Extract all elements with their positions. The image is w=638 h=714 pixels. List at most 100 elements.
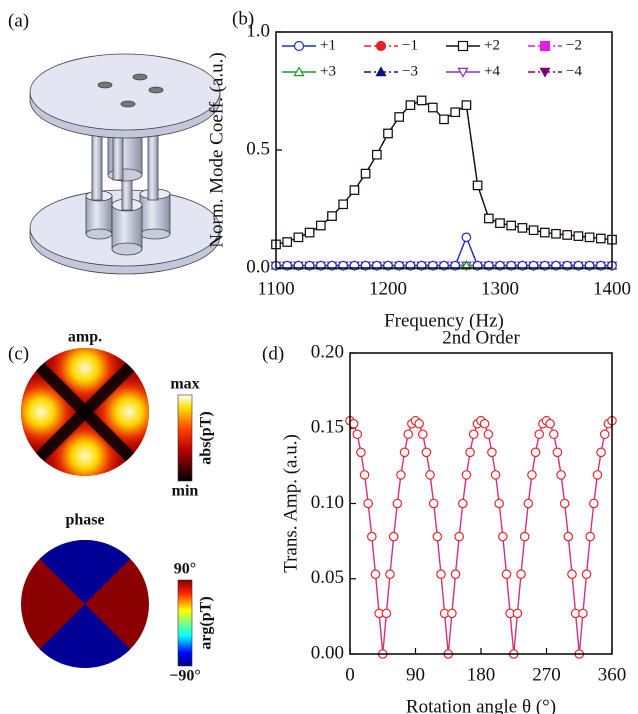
x-tick-label: 1200 — [369, 278, 407, 299]
marker — [429, 499, 437, 507]
marker — [473, 181, 481, 189]
x-tick-label: 0 — [345, 664, 355, 685]
phase-map — [20, 539, 150, 669]
colorbar-max: 90° — [174, 561, 196, 578]
marker — [317, 221, 325, 229]
marker — [283, 238, 291, 246]
marker — [529, 226, 537, 234]
y-tick-label: 0.10 — [311, 492, 344, 513]
colorbar — [178, 580, 192, 666]
marker — [550, 430, 558, 438]
marker — [415, 420, 423, 428]
marker — [513, 609, 521, 617]
marker — [389, 532, 397, 540]
marker — [357, 448, 365, 456]
x-tick-label: 270 — [532, 664, 561, 685]
marker — [488, 448, 496, 456]
marker — [404, 430, 412, 438]
marker — [462, 233, 470, 241]
marker — [597, 448, 605, 456]
legend-marker — [377, 42, 386, 51]
marker — [568, 570, 576, 578]
colorbar-min: min — [172, 483, 199, 500]
marker — [466, 448, 474, 456]
marker — [305, 228, 313, 236]
x-tick-label: 360 — [598, 664, 627, 685]
colorbar-max: max — [170, 376, 199, 393]
marker — [586, 532, 594, 540]
legend-label: +2 — [484, 37, 500, 53]
marker — [371, 570, 379, 578]
map-title: amp. — [68, 329, 102, 346]
legend-label: −3 — [402, 63, 418, 79]
legend-label: +4 — [484, 63, 500, 79]
marker — [393, 499, 401, 507]
marker — [517, 570, 525, 578]
marker — [294, 233, 302, 241]
legend-marker — [541, 42, 550, 51]
marker — [433, 532, 441, 540]
marker — [440, 115, 448, 123]
marker — [484, 430, 492, 438]
marker — [528, 471, 536, 479]
colorbar-min: −90° — [169, 668, 201, 685]
legend-marker — [295, 42, 304, 51]
marker — [541, 228, 549, 236]
marker — [462, 471, 470, 479]
legend-marker — [459, 42, 468, 51]
marker — [455, 532, 463, 540]
marker — [406, 101, 414, 109]
marker — [524, 499, 532, 507]
marker — [535, 430, 543, 438]
marker — [507, 221, 515, 229]
marker — [426, 471, 434, 479]
marker — [400, 448, 408, 456]
marker — [417, 96, 425, 104]
marker — [384, 129, 392, 137]
structure-illustration — [30, 54, 220, 274]
marker — [597, 234, 605, 242]
y-tick-label: 0.5 — [246, 138, 270, 159]
x-tick-label: 1400 — [593, 278, 631, 299]
marker — [496, 219, 504, 227]
marker — [361, 169, 369, 177]
marker — [353, 430, 361, 438]
marker — [495, 499, 503, 507]
marker — [419, 430, 427, 438]
marker — [373, 151, 381, 159]
y-tick-label: 0.20 — [311, 341, 344, 362]
x-tick-label: 90 — [406, 664, 425, 685]
y-tick-label: 0.00 — [311, 642, 344, 663]
marker — [350, 186, 358, 194]
panel-label: (d) — [262, 343, 284, 364]
panel-label: (a) — [8, 10, 29, 31]
marker — [574, 232, 582, 240]
y-tick-label: 0.0 — [246, 256, 270, 277]
marker — [531, 448, 539, 456]
marker — [437, 570, 445, 578]
panel-label: (c) — [8, 343, 29, 364]
y-tick-label: 0.15 — [311, 417, 344, 438]
marker — [459, 499, 467, 507]
x-tick-label: 1100 — [257, 278, 294, 299]
map-title: phase — [65, 512, 104, 529]
marker — [422, 448, 430, 456]
marker — [429, 103, 437, 111]
marker — [520, 532, 528, 540]
marker — [601, 430, 609, 438]
marker — [582, 570, 590, 578]
marker — [328, 212, 336, 220]
plot-frame — [350, 353, 612, 654]
colorbar-label: arg(pT) — [198, 596, 215, 649]
colorbar-label: abs(pT) — [198, 411, 215, 464]
marker — [546, 420, 554, 428]
marker — [552, 230, 560, 238]
x-axis-label: Rotation angle θ (°) — [406, 696, 556, 714]
legend-label: +3 — [320, 63, 336, 79]
y-tick-label: 0.05 — [311, 567, 344, 588]
legend-label: −2 — [566, 37, 582, 53]
marker — [485, 214, 493, 222]
marker — [502, 570, 510, 578]
marker — [364, 499, 372, 507]
marker — [368, 532, 376, 540]
